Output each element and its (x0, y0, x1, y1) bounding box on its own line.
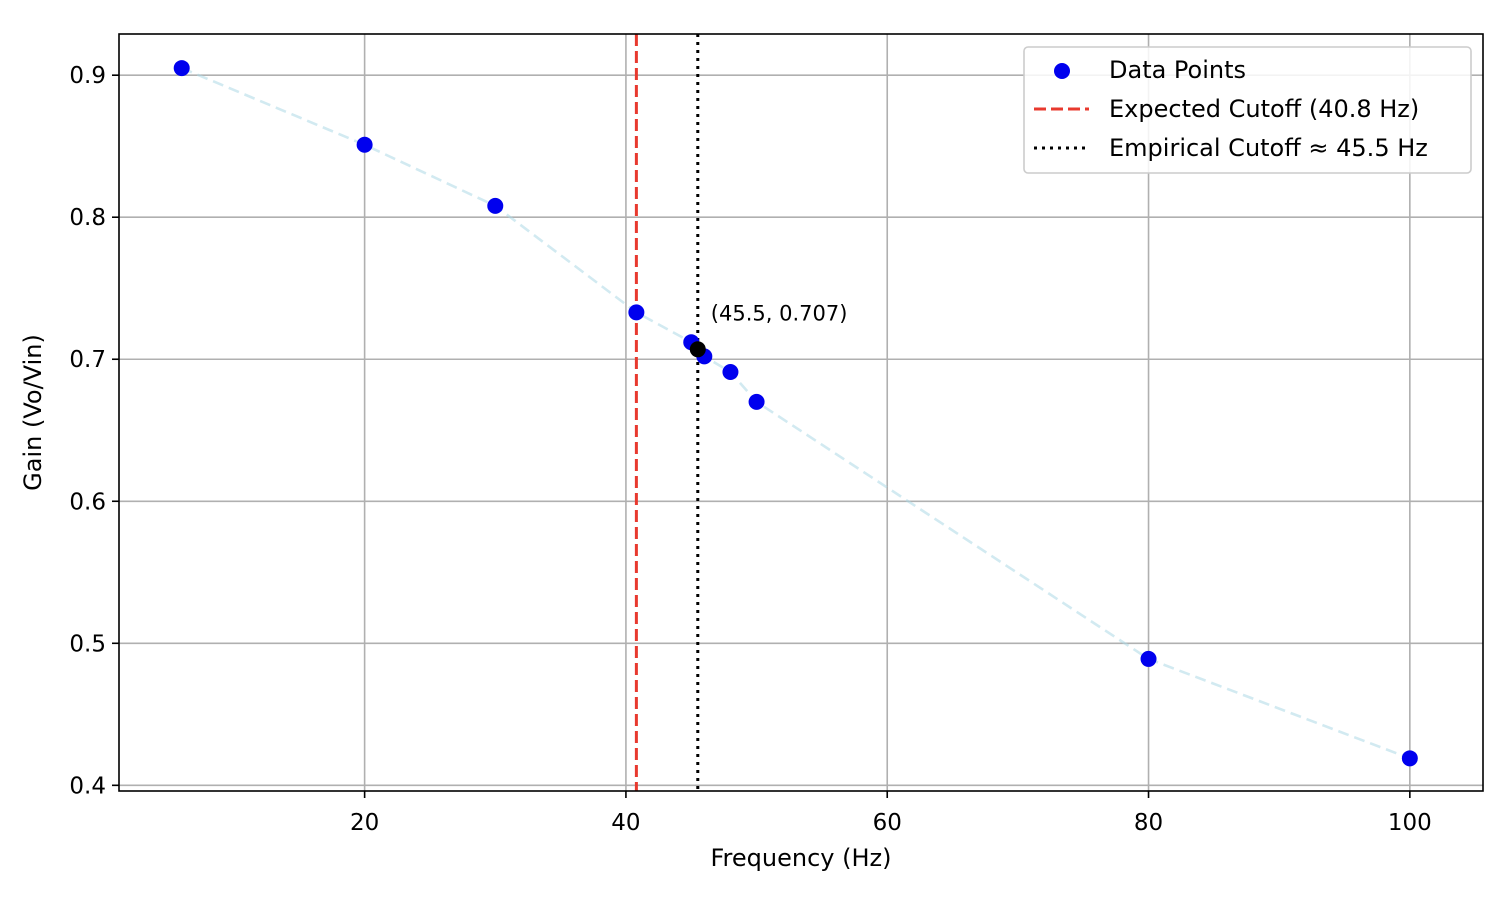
data-point (173, 60, 190, 77)
cutoff-point-label: (45.5, 0.707) (711, 301, 848, 325)
grid (119, 34, 1483, 791)
data-point (1401, 750, 1418, 767)
y-tick-label: 0.4 (69, 773, 106, 799)
y-tick-label: 0.9 (69, 63, 106, 89)
y-tick-label: 0.5 (69, 631, 106, 657)
legend-box (1023, 46, 1472, 174)
data-point (1140, 650, 1157, 667)
data-point (487, 197, 504, 214)
plot-frame (118, 33, 1484, 792)
legend-marker-dot (1054, 63, 1070, 79)
cutoff-lines-layer (634, 34, 700, 791)
ticks: 20 40 60 80 100 0.4 0.5 0.6 0.7 0.8 0.9 (69, 63, 1431, 836)
y-tick-label: 0.7 (69, 347, 106, 373)
legend-label: Expected Cutoff (40.8 Hz) (1109, 95, 1419, 123)
highlight-layer: (45.5, 0.707) (689, 301, 848, 358)
data-point (356, 136, 373, 153)
cutoff-point (689, 341, 706, 358)
x-tick-label: 80 (1134, 810, 1163, 836)
fit-line-layer (181, 66, 1411, 760)
data-points-layer (173, 60, 1418, 767)
x-tick-label: 100 (1388, 810, 1432, 836)
legend-label: Data Points (1109, 56, 1246, 84)
data-point (748, 393, 765, 410)
y-tick-label: 0.8 (69, 205, 106, 231)
fit-line (181, 66, 1411, 760)
x-axis-label: Frequency (Hz) (711, 844, 892, 872)
legend-label: Empirical Cutoff ≈ 45.5 Hz (1109, 134, 1428, 162)
x-tick-label: 60 (873, 810, 902, 836)
y-tick-label: 0.6 (69, 489, 106, 515)
legend: Data Points Expected Cutoff (40.8 Hz) Empi… (1023, 46, 1472, 174)
x-tick-label: 20 (350, 810, 379, 836)
data-point (722, 364, 739, 381)
y-axis-label: Gain (Vo/Vin) (19, 334, 47, 491)
data-point (628, 304, 645, 321)
x-tick-label: 40 (611, 810, 640, 836)
